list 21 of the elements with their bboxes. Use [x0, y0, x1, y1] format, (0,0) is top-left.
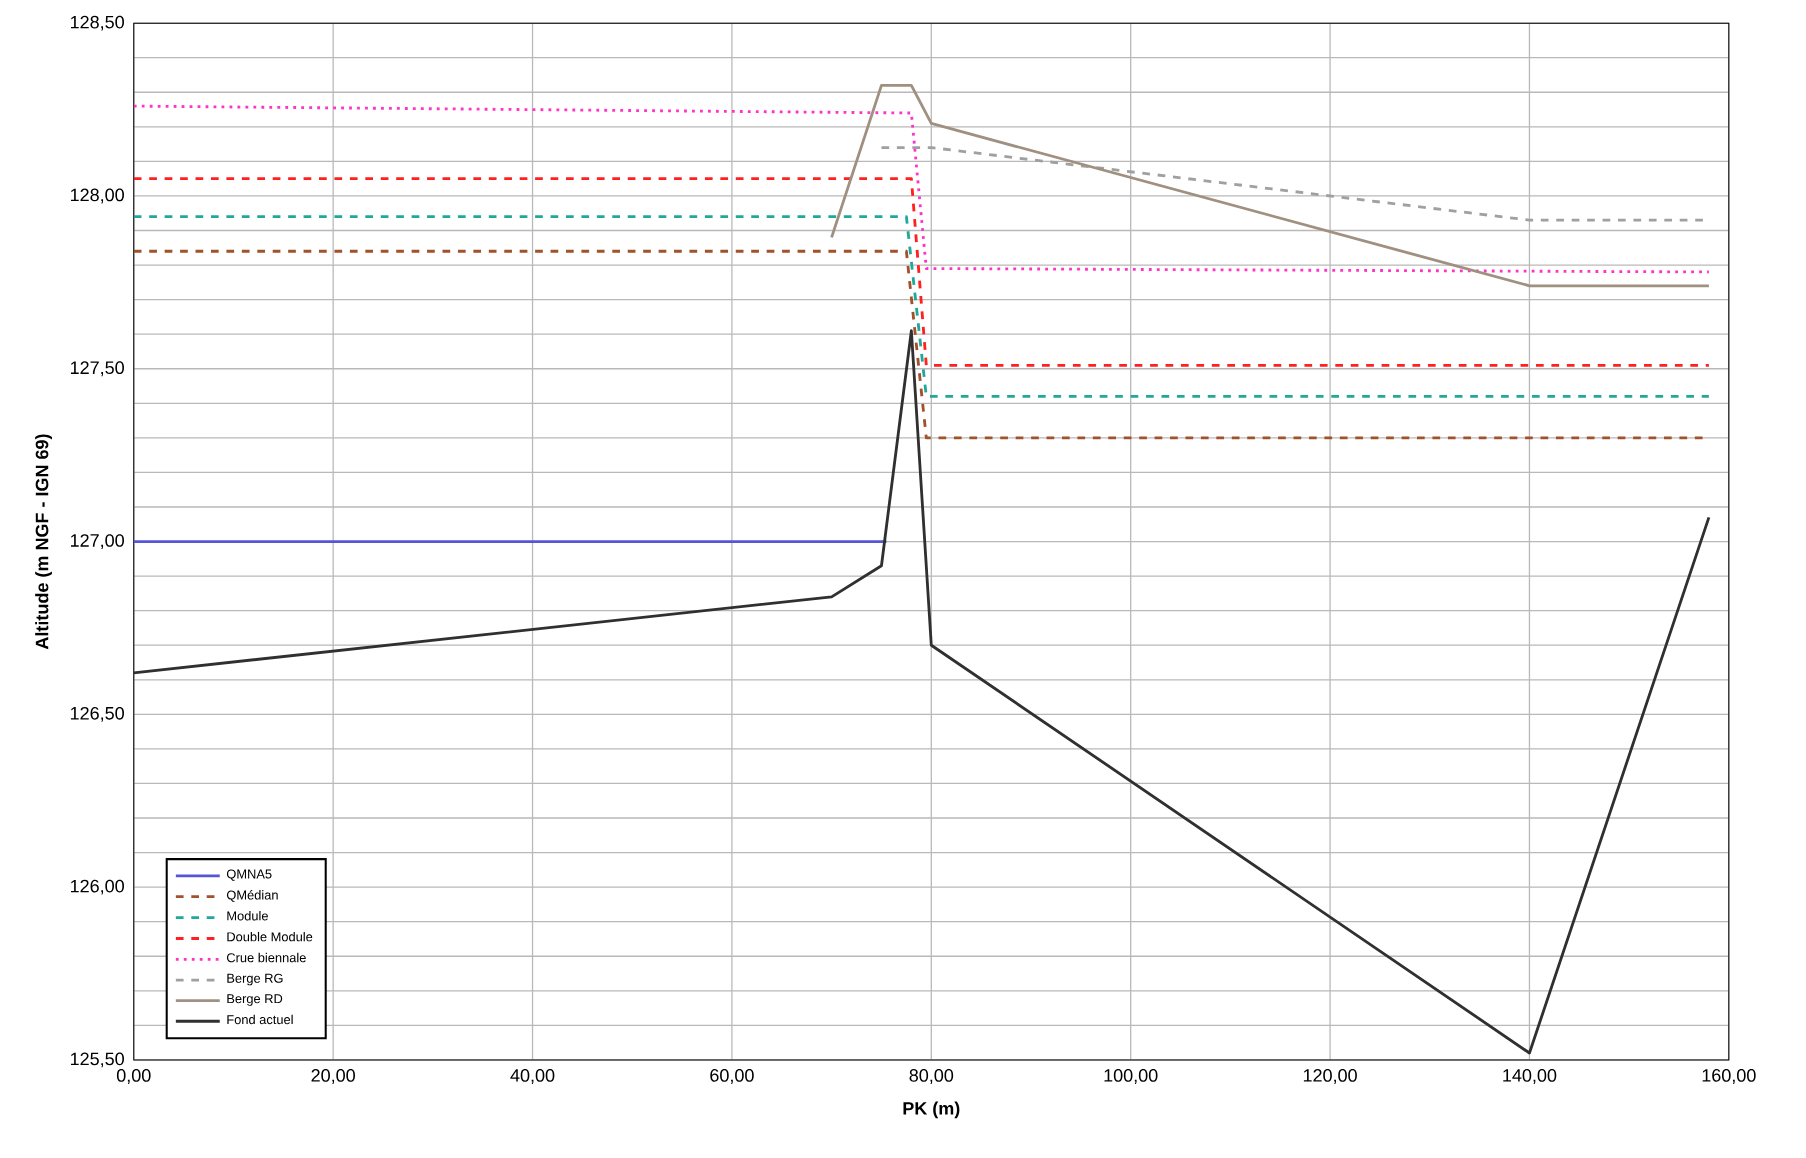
line-series [133, 104, 1711, 274]
x-tick-label: 120,00 [1303, 1069, 1357, 1085]
line-series [133, 329, 1711, 1055]
x-tick-label: 20,00 [311, 1069, 355, 1085]
x-axis-title: PK (m) [903, 1101, 960, 1119]
y-axis-title: Altitude (m NGF - IGN 69) [35, 434, 52, 650]
x-tick-label: 0,00 [116, 1069, 151, 1085]
x-tick-label: 100,00 [1104, 1069, 1158, 1085]
x-tick-label: 160,00 [1702, 1069, 1756, 1085]
y-tick-label: 127,00 [70, 534, 124, 550]
x-tick-label: 40,00 [510, 1069, 555, 1085]
y-tick-label: 128,50 [70, 15, 124, 31]
y-tick-label: 126,00 [70, 879, 124, 895]
x-tick-label: 80,00 [909, 1069, 954, 1085]
y-tick-label: 126,50 [70, 707, 124, 722]
x-tick-label: 140,00 [1503, 1069, 1557, 1085]
y-tick-label: 127,50 [70, 361, 124, 377]
line-series [830, 84, 1711, 288]
x-tick-label: 60,00 [710, 1069, 754, 1085]
y-tick-label: 128,00 [70, 188, 124, 204]
y-tick-label: 125,50 [70, 1052, 124, 1068]
